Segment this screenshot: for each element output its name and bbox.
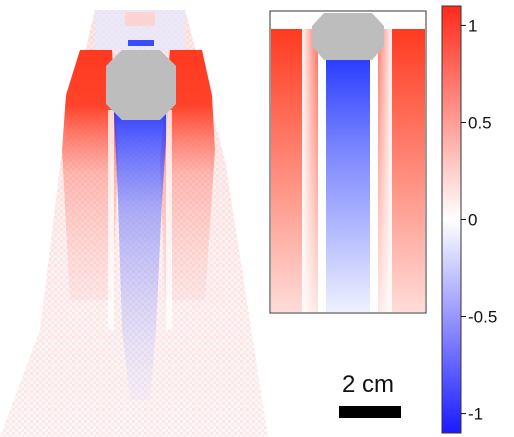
colorbar-tick-label: -1 [468, 405, 483, 424]
scale-bar-label: 2 cm [342, 371, 394, 398]
colorbar-tick-label: 1 [468, 16, 477, 35]
right-obstacle [312, 13, 384, 60]
left-gap-left [108, 110, 114, 330]
colorbar-tick-label: 0 [468, 211, 477, 230]
right-gap-left [318, 29, 326, 312]
scale-bar: 2 cm [339, 371, 401, 418]
left-red-lobe-left [62, 50, 118, 300]
left-blue-wake [114, 112, 168, 400]
scale-bar-line [339, 406, 401, 418]
right-gap-right [370, 29, 378, 312]
left-red-lobe-right [160, 50, 215, 300]
colorbar-gradient [441, 5, 462, 434]
right-field-panel [269, 10, 427, 314]
left-field-panel [0, 10, 268, 437]
left-blue-bar [128, 40, 154, 46]
colorbar-tick-label: 0.5 [468, 113, 492, 132]
colorbar: 1 0.5 0 -0.5 -1 [441, 5, 497, 434]
left-obstacle [106, 50, 176, 120]
left-gap-right [166, 110, 172, 330]
colorbar-ticks: 1 0.5 0 -0.5 -1 [461, 16, 497, 424]
left-top-cap-red [125, 12, 155, 26]
colorbar-tick-label: -0.5 [468, 308, 497, 327]
right-blue-wake [326, 58, 370, 312]
